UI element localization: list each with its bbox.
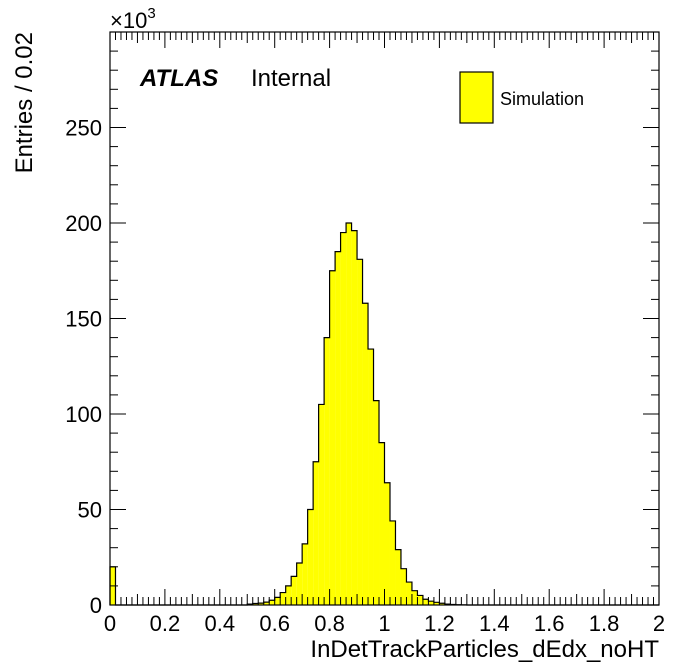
histogram-bin: [379, 442, 385, 605]
x-tick-label: 1: [378, 611, 390, 636]
histogram-bin: [263, 602, 270, 605]
histogram-bin: [357, 259, 363, 605]
histogram-bin: [313, 461, 319, 605]
histogram-bin: [318, 404, 325, 605]
histogram-bin: [258, 603, 264, 605]
histogram-bin: [400, 568, 407, 605]
legend-swatch: [459, 71, 494, 124]
histogram-bin: [280, 592, 286, 605]
atlas-status-label: Internal: [251, 65, 331, 92]
x-tick-label: 0.2: [150, 611, 181, 636]
x-axis-title: InDetTrackParticles_dEdx_noHT: [310, 636, 659, 663]
y-tick-label: 50: [78, 498, 102, 523]
x-tick-label: 0.4: [205, 611, 236, 636]
histogram-bin: [296, 562, 303, 605]
x-tick-label: 1.6: [534, 611, 565, 636]
histogram-bin: [329, 270, 336, 605]
histogram-bin: [285, 585, 292, 605]
y-exponent-label: ×103: [110, 5, 156, 33]
y-axis-title: Entries / 0.02: [11, 32, 38, 173]
histogram-bin: [324, 337, 330, 605]
x-tick-label: 1.4: [479, 611, 510, 636]
y-tick-labels: 0 50 100 150 200 250: [65, 116, 102, 619]
histogram-bin: [351, 230, 358, 605]
histogram-bin: [335, 251, 341, 605]
histogram-bin: [411, 590, 418, 605]
histogram-bin: [395, 549, 401, 605]
histogram-bin: [362, 303, 369, 605]
histogram-bin: [252, 603, 259, 605]
y-tick-label: 250: [65, 116, 102, 141]
y-tick-label: 0: [90, 593, 102, 618]
x-tick-label: 0.8: [314, 611, 345, 636]
y-tick-label: 100: [65, 402, 102, 427]
histogram-bin: [302, 543, 308, 605]
histogram-bin: [406, 582, 412, 605]
histogram-bin: [433, 602, 440, 605]
histogram-bin: [274, 597, 281, 605]
histogram-bin: [422, 599, 429, 605]
x-tick-label: 2: [653, 611, 665, 636]
atlas-label: ATLAS: [139, 65, 218, 92]
histogram-bin: [373, 400, 380, 605]
histogram-bin: [368, 349, 374, 605]
x-axis-ticks: [109, 32, 660, 605]
histogram-bin: [346, 223, 352, 605]
x-tick-label: 1.2: [424, 611, 455, 636]
y-axis-ticks: [110, 31, 659, 606]
histogram-bin: [439, 603, 445, 605]
histogram-bin: [428, 601, 434, 605]
histogram-bin: [307, 509, 314, 605]
legend-label-simulation: Simulation: [500, 89, 584, 109]
x-tick-label: 0.6: [259, 611, 290, 636]
histogram-bin: [384, 482, 390, 605]
y-tick-label: 150: [65, 307, 102, 332]
histogram-bin: [269, 600, 275, 605]
histogram-bars: [110, 223, 467, 606]
histogram-bin: [417, 595, 423, 605]
x-tick-labels: 0 0.2 0.4 0.6 0.8 1 1.2 1.4 1.6 1.8 2: [104, 611, 665, 636]
histogram-bin: [340, 232, 347, 606]
histogram-bin: [291, 576, 297, 605]
x-tick-label: 0: [104, 611, 116, 636]
histogram-bin: [389, 520, 396, 605]
x-tick-label: 1.8: [589, 611, 620, 636]
y-tick-label: 200: [65, 211, 102, 236]
